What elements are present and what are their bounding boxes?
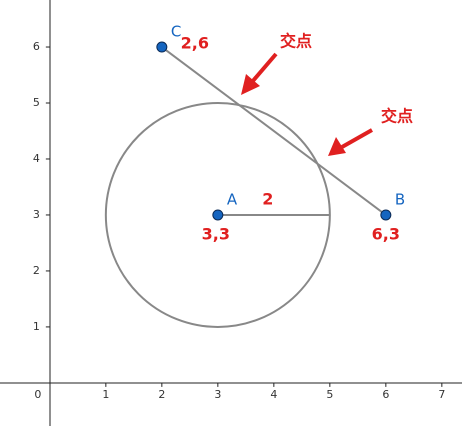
x-tick-label: 3 bbox=[214, 388, 221, 401]
radius-label: 2 bbox=[262, 189, 273, 208]
x-tick-label: 0 bbox=[34, 388, 41, 401]
y-tick-label: 5 bbox=[33, 96, 40, 109]
x-tick-label: 7 bbox=[438, 388, 445, 401]
coordinate-label: 6,3 bbox=[372, 224, 400, 243]
point bbox=[380, 209, 392, 221]
point bbox=[156, 41, 168, 53]
point-name: C bbox=[171, 23, 181, 41]
y-tick-label: 3 bbox=[33, 208, 40, 221]
x-tick-label: 4 bbox=[270, 388, 277, 401]
y-tick-label: 2 bbox=[33, 264, 40, 277]
x-tick-label: 6 bbox=[382, 388, 389, 401]
y-tick-label: 6 bbox=[33, 40, 40, 53]
coordinate-label: 3,3 bbox=[202, 224, 230, 243]
coordinate-label: 2,6 bbox=[181, 34, 209, 53]
x-tick-label: 2 bbox=[158, 388, 165, 401]
annotation: 交点 bbox=[381, 107, 413, 126]
x-tick-label: 1 bbox=[102, 388, 109, 401]
y-tick-label: 4 bbox=[33, 152, 40, 165]
point-name: A bbox=[227, 190, 238, 208]
y-tick-label: 1 bbox=[33, 320, 40, 333]
annotation: 交点 bbox=[280, 32, 312, 51]
arrow bbox=[241, 52, 373, 156]
point-name: B bbox=[395, 190, 405, 208]
point bbox=[212, 209, 224, 221]
segment bbox=[161, 46, 387, 216]
x-tick-label: 5 bbox=[326, 388, 333, 401]
